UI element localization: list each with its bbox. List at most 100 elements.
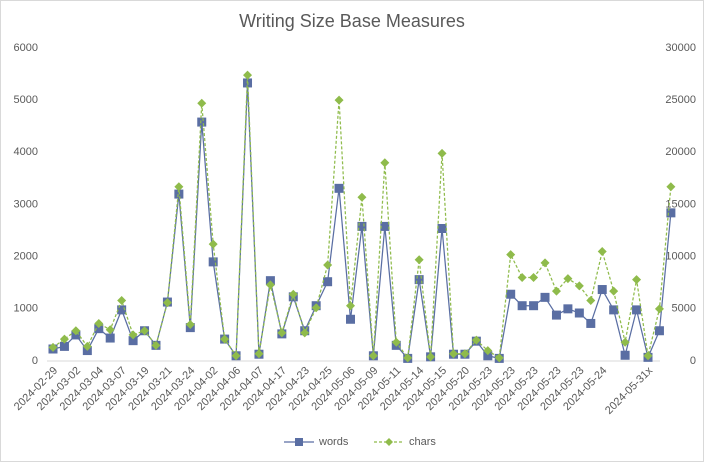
marker	[380, 221, 390, 231]
marker	[48, 342, 58, 352]
y-tick-label: 0	[32, 355, 38, 367]
legend-label: words	[318, 436, 349, 448]
marker	[59, 341, 69, 351]
marker	[437, 148, 447, 158]
marker	[220, 334, 230, 344]
marker	[666, 208, 676, 218]
marker	[529, 301, 539, 311]
y2-tick-label: 20000	[665, 146, 696, 158]
chart-title: Writing Size Base Measures	[239, 11, 465, 31]
marker	[117, 305, 127, 315]
legend-marker	[295, 438, 303, 446]
marker	[265, 280, 275, 290]
marker	[346, 314, 355, 324]
marker	[483, 346, 493, 356]
marker	[105, 333, 115, 343]
marker	[540, 258, 550, 268]
y-tick-label: 1000	[14, 303, 38, 315]
y2-tick-label: 25000	[665, 94, 696, 106]
marker	[414, 255, 424, 265]
y2-tick-label: 0	[690, 355, 696, 367]
marker	[437, 223, 447, 233]
y2-tick-label: 30000	[665, 42, 696, 54]
marker	[551, 310, 561, 320]
marker	[94, 324, 104, 334]
marker	[460, 349, 470, 359]
marker	[162, 298, 172, 308]
marker	[288, 289, 298, 299]
y-tick-label: 6000	[14, 42, 38, 54]
legend-marker	[385, 438, 393, 446]
marker	[632, 305, 642, 315]
marker	[151, 340, 161, 350]
marker	[654, 304, 664, 314]
marker	[323, 277, 333, 287]
marker	[197, 98, 207, 108]
marker	[185, 319, 195, 329]
marker	[506, 250, 516, 260]
marker	[357, 192, 367, 202]
y2-tick-label: 5000	[672, 303, 696, 315]
marker	[334, 183, 344, 193]
marker	[94, 318, 104, 328]
marker	[414, 275, 424, 285]
marker	[448, 349, 458, 359]
marker	[563, 274, 573, 284]
marker	[654, 326, 664, 336]
marker	[494, 353, 504, 363]
marker	[391, 337, 401, 347]
marker	[471, 335, 481, 345]
marker	[323, 260, 333, 270]
marker	[277, 328, 287, 338]
marker	[586, 295, 596, 305]
marker	[140, 326, 150, 336]
marker	[620, 350, 630, 360]
marker	[357, 221, 367, 231]
marker	[368, 351, 378, 361]
marker	[128, 336, 138, 346]
marker	[243, 70, 253, 80]
marker	[597, 285, 607, 295]
marker	[586, 318, 596, 328]
marker	[254, 349, 264, 359]
marker	[426, 352, 436, 362]
marker	[632, 275, 642, 285]
marker	[128, 330, 138, 340]
marker	[231, 351, 241, 361]
y-tick-label: 2000	[14, 251, 38, 263]
marker	[517, 301, 527, 311]
marker	[197, 117, 207, 127]
marker	[551, 286, 561, 296]
y-tick-label: 4000	[14, 146, 38, 158]
marker	[540, 292, 550, 302]
marker	[517, 273, 527, 283]
marker	[174, 182, 184, 192]
y2-tick-label: 15000	[665, 198, 696, 210]
marker	[208, 257, 218, 267]
marker	[334, 95, 344, 105]
marker	[483, 351, 493, 361]
marker	[346, 301, 355, 311]
y-tick-label: 5000	[14, 94, 38, 106]
y-tick-label: 3000	[14, 198, 38, 210]
marker	[609, 286, 619, 296]
marker	[666, 182, 676, 192]
marker	[574, 308, 584, 318]
marker	[609, 305, 619, 315]
marker	[506, 289, 516, 299]
marker	[380, 158, 390, 168]
marker	[82, 341, 92, 351]
marker	[563, 304, 573, 314]
marker	[620, 337, 630, 347]
marker	[529, 273, 539, 283]
marker	[208, 239, 218, 249]
marker	[59, 334, 69, 344]
marker	[300, 328, 310, 338]
marker	[117, 295, 127, 305]
legend-label: chars	[409, 436, 436, 448]
marker	[105, 325, 115, 335]
marker	[311, 303, 321, 313]
marker	[403, 353, 413, 363]
